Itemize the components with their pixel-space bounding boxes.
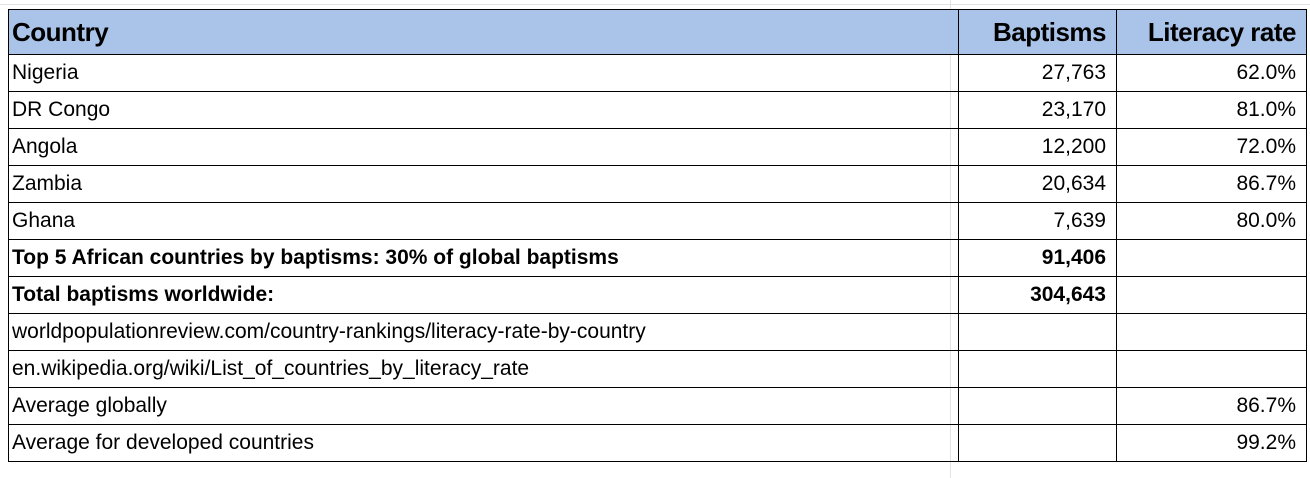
- table-cell: 27,763: [958, 54, 1117, 92]
- table-cell: 72.0%: [1116, 128, 1307, 166]
- table-cell: Angola: [8, 128, 959, 166]
- table-row: Ghana 7,639 80.0%: [8, 202, 1307, 240]
- table-cell: 7,639: [958, 202, 1117, 240]
- table-cell: en.wikipedia.org/wiki/List_of_countries_…: [8, 350, 959, 388]
- table-cell: 304,643: [958, 276, 1117, 314]
- table-row: Total baptisms worldwide: 304,643: [8, 276, 1307, 314]
- table-row: Average for developed countries 99.2%: [8, 424, 1307, 462]
- table-header: Country Baptisms Literacy rate: [8, 9, 1307, 55]
- table-row: Angola 12,200 72.0%: [8, 128, 1307, 166]
- empty-cell: [958, 424, 1117, 462]
- table-cell: 86.7%: [1116, 165, 1307, 203]
- table-cell: 80.0%: [1116, 202, 1307, 240]
- table-cell: 91,406: [958, 239, 1117, 277]
- table-cell: Nigeria: [8, 54, 959, 92]
- header-row: Country Baptisms Literacy rate: [8, 9, 1307, 55]
- table-row: Zambia 20,634 86.7%: [8, 165, 1307, 203]
- empty-cell: [1116, 350, 1307, 388]
- table-row: Average globally 86.7%: [8, 387, 1307, 425]
- grid-line: [0, 4, 1310, 5]
- table-cell: DR Congo: [8, 91, 959, 129]
- table-cell: 99.2%: [1116, 424, 1307, 462]
- empty-cell: [958, 350, 1117, 388]
- table-cell: Top 5 African countries by baptisms: 30%…: [8, 239, 959, 277]
- table-row: Top 5 African countries by baptisms: 30%…: [8, 239, 1307, 277]
- table-cell: worldpopulationreview.com/country-rankin…: [8, 313, 959, 351]
- table-body: Nigeria 27,763 62.0% DR Congo 23,170 81.0% Ang…: [8, 54, 1307, 462]
- empty-cell: [1116, 276, 1307, 314]
- table-row: en.wikipedia.org/wiki/List_of_countries_…: [8, 350, 1307, 388]
- table-cell: Average globally: [8, 387, 959, 425]
- table-cell: 12,200: [958, 128, 1117, 166]
- empty-cell: [1116, 239, 1307, 277]
- table-row: Nigeria 27,763 62.0%: [8, 54, 1307, 92]
- table-cell: 20,634: [958, 165, 1117, 203]
- column-header: Baptisms: [958, 9, 1117, 55]
- data-table: Country Baptisms Literacy rate Nigeria 27,7…: [8, 9, 1307, 462]
- table-row: worldpopulationreview.com/country-rankin…: [8, 313, 1307, 351]
- table-cell: 62.0%: [1116, 54, 1307, 92]
- column-header: Literacy rate: [1116, 9, 1307, 55]
- empty-cell: [958, 313, 1117, 351]
- table-cell: Total baptisms worldwide:: [8, 276, 959, 314]
- table-cell: Zambia: [8, 165, 959, 203]
- table-row: DR Congo 23,170 81.0%: [8, 91, 1307, 129]
- table-cell: Ghana: [8, 202, 959, 240]
- empty-cell: [1116, 313, 1307, 351]
- table-cell: 81.0%: [1116, 91, 1307, 129]
- table-cell: Average for developed countries: [8, 424, 959, 462]
- table-cell: 23,170: [958, 91, 1117, 129]
- empty-cell: [958, 387, 1117, 425]
- table-cell: 86.7%: [1116, 387, 1307, 425]
- column-header: Country: [8, 9, 959, 55]
